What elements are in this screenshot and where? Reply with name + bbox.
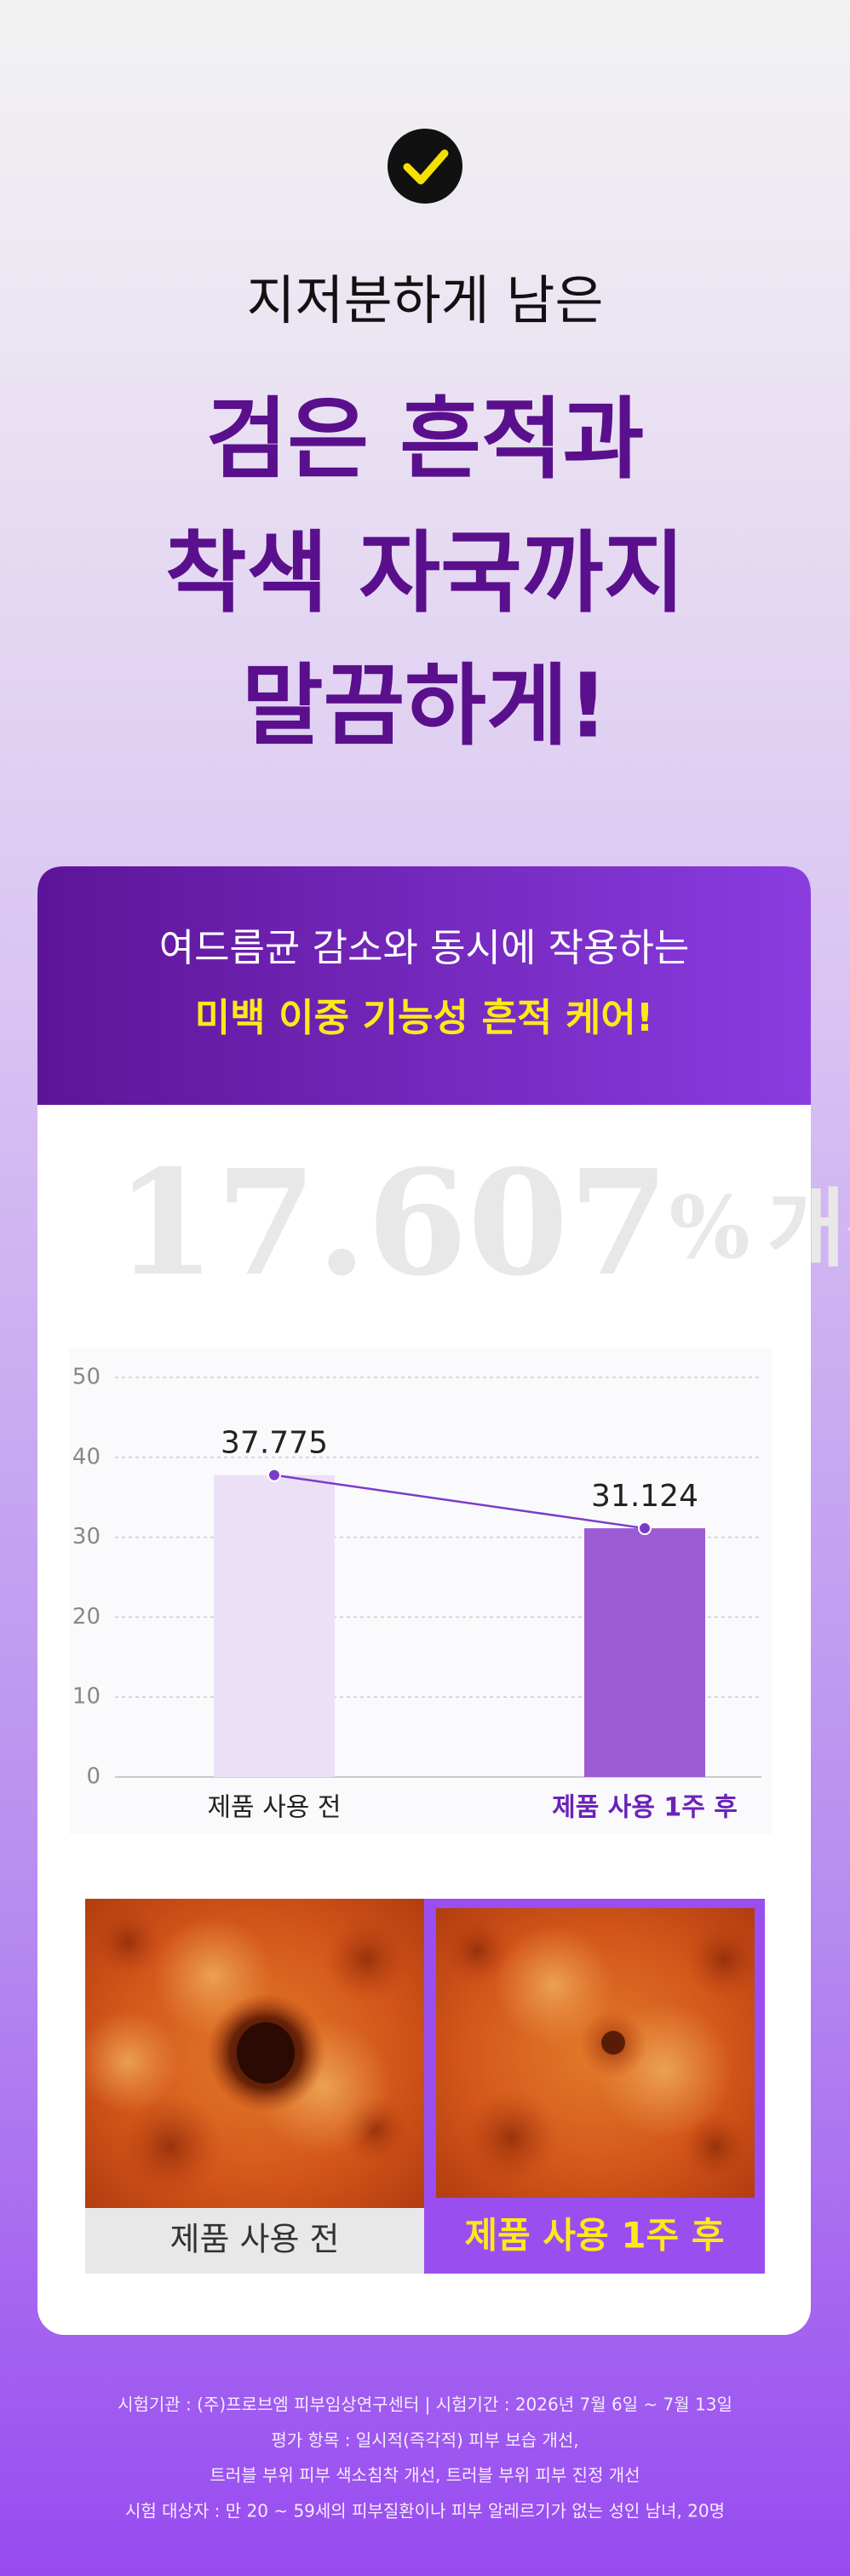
check-badge (388, 129, 462, 204)
caption-bar (85, 2208, 424, 2274)
improvement-number: 17.607 (115, 1138, 669, 1308)
y-tick-label: 0 (86, 1764, 101, 1790)
card-headline: 여드름균 감소와 동시에 작용하는 (159, 925, 690, 970)
trend-point (267, 1468, 281, 1482)
title-line: 말끔하게! (242, 653, 608, 757)
y-tick-label: 30 (72, 1524, 101, 1550)
photo-before (85, 1899, 424, 2208)
footer-line: 시험기관 : (주)프로브엠 피부임상연구센터 | 시험기간 : 2026년 7… (118, 2395, 732, 2415)
photo-caption: 제품 사용 전 (170, 2221, 340, 2258)
y-tick-label: 50 (72, 1365, 101, 1390)
y-tick-label: 40 (72, 1444, 101, 1469)
card-header (37, 866, 811, 1105)
bar (214, 1475, 335, 1777)
footer-line: 시험 대상자 : 만 20 ~ 59세의 피부질환이나 피부 알레르기가 없는 … (125, 2501, 725, 2521)
improvement-unit: % (669, 1177, 750, 1278)
x-tick-label: 제품 사용 전 (207, 1793, 341, 1823)
x-tick-label: 제품 사용 1주 후 (552, 1793, 738, 1823)
data-label: 31.124 (591, 1479, 698, 1514)
trend-point (638, 1521, 652, 1536)
card-highlight: 미백 이중 기능성 흔적 케어! (195, 995, 654, 1040)
footer-line: 평가 항목 : 일시적(즉각적) 피부 보습 개선, (271, 2430, 578, 2451)
check-icon (403, 149, 449, 185)
title-line: 검은 흔적과 (206, 387, 645, 491)
photo-after (436, 1908, 755, 2198)
bar (584, 1528, 705, 1777)
y-tick-label: 20 (72, 1604, 101, 1630)
y-tick-label: 10 (72, 1684, 101, 1710)
improvement: 17.607%개선 (115, 1138, 850, 1308)
footer-line: 트러블 부위 피부 색소침착 개선, 트러블 부위 피부 진정 개선 (210, 2465, 640, 2486)
title-line: 착색 자국까지 (165, 520, 685, 624)
improvement-word: 개선 (767, 1179, 850, 1279)
subtitle: 지저분하게 남은 (247, 269, 604, 331)
chart: 0 10 20 30 40 50 제품 사용 전 제품 사용 1주 후 37.775 31.124 (72, 1365, 761, 1823)
trend-line (273, 1474, 646, 1530)
data-label: 37.775 (221, 1426, 328, 1461)
photo-caption: 제품 사용 1주 후 (465, 2215, 725, 2257)
